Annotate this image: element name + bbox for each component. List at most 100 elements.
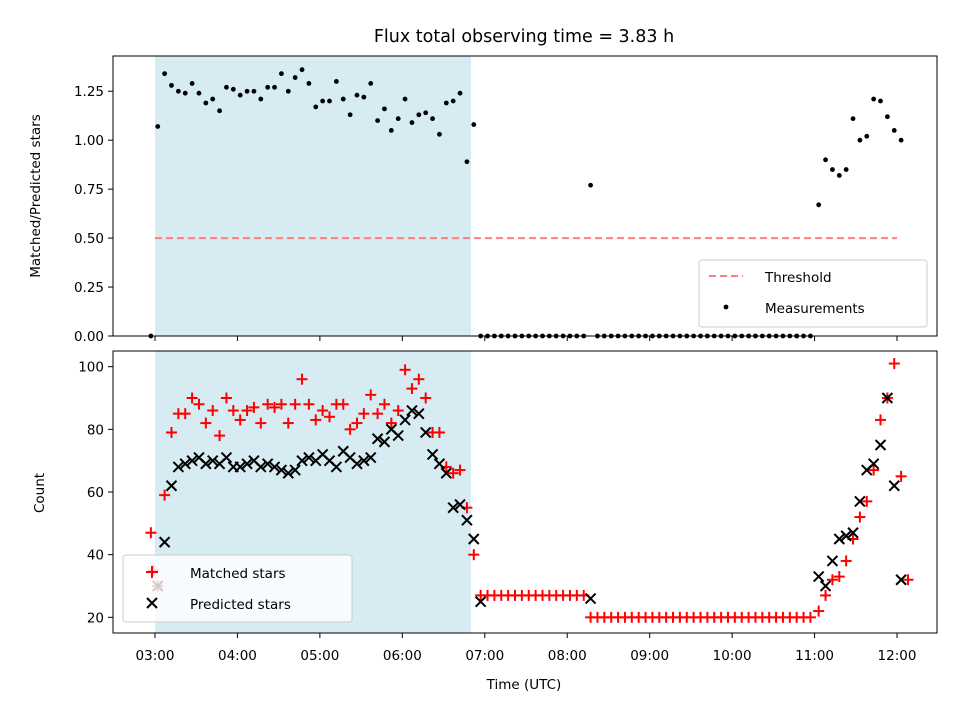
measurement-point — [354, 92, 360, 98]
measurement-point — [884, 114, 890, 120]
predicted-star-point — [454, 498, 466, 511]
top-panel: 0.00 0.25 0.50 0.75 1.00 1.25 Matched/Predict… — [28, 55, 938, 345]
top-y-tick-label: 0.00 — [74, 329, 104, 345]
matched-star-point — [255, 417, 267, 429]
measurement-point — [375, 118, 380, 124]
measurement-point — [265, 84, 271, 90]
predicted-star-point — [406, 404, 418, 417]
bottom-y-tick-label: 20 — [87, 610, 104, 626]
measurement-point — [388, 128, 394, 133]
predicted-star-point — [474, 595, 487, 608]
predicted-star-point — [426, 448, 439, 461]
predicted-star-point — [255, 461, 267, 473]
matched-star-point — [875, 414, 887, 426]
measurement-point — [864, 133, 870, 139]
matched-star-point — [813, 605, 825, 617]
matched-star-point — [165, 426, 177, 438]
legend-measurements-label: Measurements — [765, 301, 865, 317]
matched-star-point — [468, 549, 480, 561]
x-tick-label: 08:00 — [548, 648, 587, 664]
predicted-star-point — [241, 458, 253, 470]
measurement-point — [416, 112, 422, 118]
x-tick-label: 04:00 — [218, 648, 257, 664]
measurement-point — [402, 96, 408, 102]
predicted-star-point — [854, 495, 866, 508]
predicted-star-point — [433, 458, 446, 470]
predicted-star-point — [399, 414, 411, 426]
matched-star-point — [269, 401, 281, 413]
measurement-point — [361, 94, 367, 100]
bottom-y-tick-label: 60 — [87, 485, 104, 501]
matched-star-point — [337, 398, 349, 410]
measurement-point — [272, 84, 277, 90]
x-tick-label: 09:00 — [630, 648, 669, 664]
matched-star-point — [159, 489, 171, 501]
measurement-point — [155, 124, 161, 129]
legend-predicted-swatch — [146, 597, 158, 609]
measurement-point — [382, 106, 387, 112]
measurement-point — [836, 173, 842, 178]
top-legend: Threshold Measurements — [698, 259, 928, 328]
matched-star-point — [200, 417, 212, 429]
predicted-star-point — [289, 464, 301, 476]
matched-star-point — [378, 398, 390, 410]
bottom-y-tick-label: 80 — [87, 422, 104, 438]
measurement-point — [182, 90, 188, 96]
predicted-star-point — [275, 464, 288, 476]
matched-star-point — [861, 495, 873, 507]
legend-threshold-label: Threshold — [764, 270, 832, 286]
x-tick-label: 07:00 — [465, 648, 504, 664]
matched-star-point — [317, 405, 329, 417]
bottom-y-tick-label: 40 — [87, 548, 104, 564]
measurement-point — [217, 108, 222, 114]
predicted-star-point — [874, 439, 887, 451]
matched-star-point — [193, 398, 205, 410]
predicted-star-point — [220, 451, 233, 464]
matched-star-point — [840, 555, 852, 567]
matched-star-point — [344, 423, 356, 435]
measurement-point — [857, 137, 863, 143]
measurement-point — [823, 157, 828, 163]
measurement-point — [437, 131, 442, 137]
measurement-point — [843, 167, 849, 172]
matched-star-point — [241, 405, 253, 417]
matched-star-point — [454, 464, 466, 476]
matched-star-point — [413, 373, 425, 385]
measurement-point — [395, 116, 401, 122]
top-y-tick-label: 0.75 — [74, 182, 104, 198]
matched-star-points — [145, 358, 914, 623]
matched-star-point — [365, 389, 377, 401]
measurement-point — [306, 81, 312, 86]
measurement-point — [279, 71, 284, 77]
x-tick-label: 12:00 — [878, 648, 917, 664]
legend-predicted-label: Predicted stars — [190, 597, 291, 613]
predicted-star-point — [186, 454, 198, 467]
matched-star-point — [358, 408, 370, 420]
measurement-point — [878, 98, 883, 104]
measurement-point — [162, 71, 168, 77]
predicted-star-point — [812, 570, 825, 583]
predicted-star-point — [172, 461, 185, 473]
predicted-star-point — [158, 536, 171, 548]
measurement-point — [244, 88, 250, 94]
measurement-point — [340, 96, 346, 102]
matched-star-point — [820, 589, 832, 601]
matched-star-point — [895, 470, 907, 482]
predicted-star-point — [392, 429, 404, 442]
measurement-point — [898, 137, 904, 143]
matched-star-point — [289, 398, 301, 410]
legend-matched-label: Matched stars — [190, 566, 286, 582]
measurement-point — [327, 98, 332, 104]
matched-star-point — [220, 392, 232, 404]
predicted-star-point — [413, 407, 425, 420]
predicted-star-point — [207, 454, 219, 467]
x-tick-label: 05:00 — [300, 648, 339, 664]
measurement-point — [450, 98, 456, 104]
matched-star-point — [262, 398, 274, 410]
matched-star-point — [902, 574, 914, 586]
top-y-tick-label: 1.00 — [74, 133, 104, 149]
top-y-axis-label: Matched/Predicted stars — [28, 114, 44, 277]
predicted-star-point — [365, 451, 377, 464]
matched-star-point — [303, 398, 315, 410]
bottom-y-tick-label: 100 — [78, 360, 104, 376]
